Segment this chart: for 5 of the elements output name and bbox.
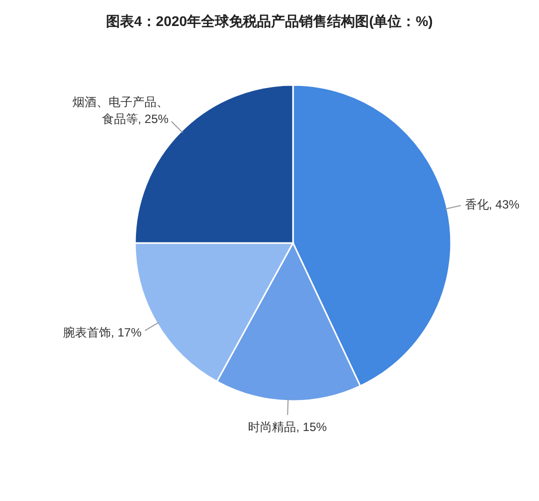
slice-label: 时尚精品, 15%	[248, 420, 328, 434]
slice-label: 腕表首饰, 17%	[62, 326, 142, 340]
slice-label: 烟酒、电子产品、食品等, 25%	[72, 95, 169, 126]
slice-label: 香化, 43%	[464, 198, 520, 212]
chart-title: 图表4：2020年全球免税品产品销售结构图(单位：%)	[106, 13, 433, 29]
